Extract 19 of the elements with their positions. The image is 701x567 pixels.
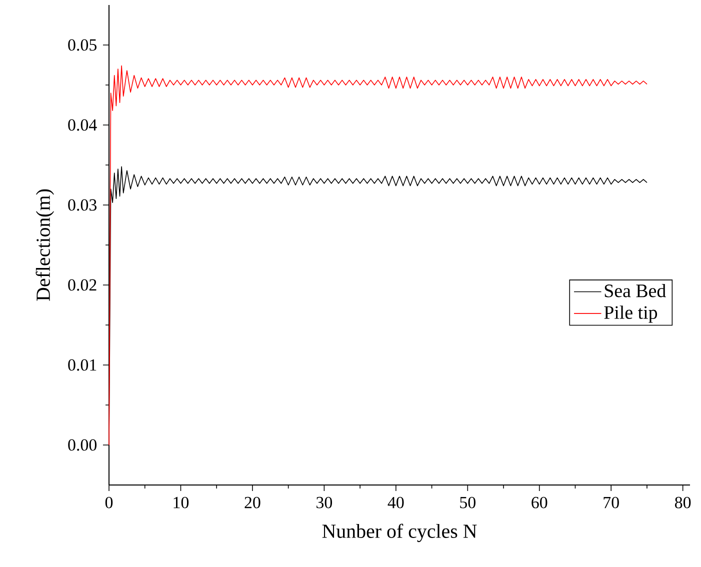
y-tick-label: 0.01 [68, 359, 96, 371]
x-tick-label: 0 [105, 496, 113, 508]
x-tick-label: 80 [675, 496, 691, 508]
x-tick-label: 40 [388, 496, 404, 508]
x-tick-label: 70 [604, 496, 619, 508]
y-tick-label: 0.05 [68, 39, 96, 51]
y-tick-label: 0.02 [68, 279, 96, 291]
x-tick-label: 60 [532, 496, 548, 508]
legend-label: Pile tip [604, 306, 658, 323]
x-axis-title: Nunber of cycles N [322, 524, 477, 542]
y-axis-title: Deflection(m) [36, 189, 54, 301]
x-tick-label: 10 [174, 496, 189, 508]
x-tick-label: 20 [244, 496, 260, 508]
x-tick-label: 50 [460, 496, 476, 508]
x-tick-label: 30 [316, 496, 332, 508]
y-tick-label: 0.03 [68, 199, 96, 211]
y-tick-label: 0.04 [68, 119, 97, 131]
y-tick-label: 0.00 [68, 439, 97, 451]
legend-label: Sea Bed [604, 284, 666, 298]
